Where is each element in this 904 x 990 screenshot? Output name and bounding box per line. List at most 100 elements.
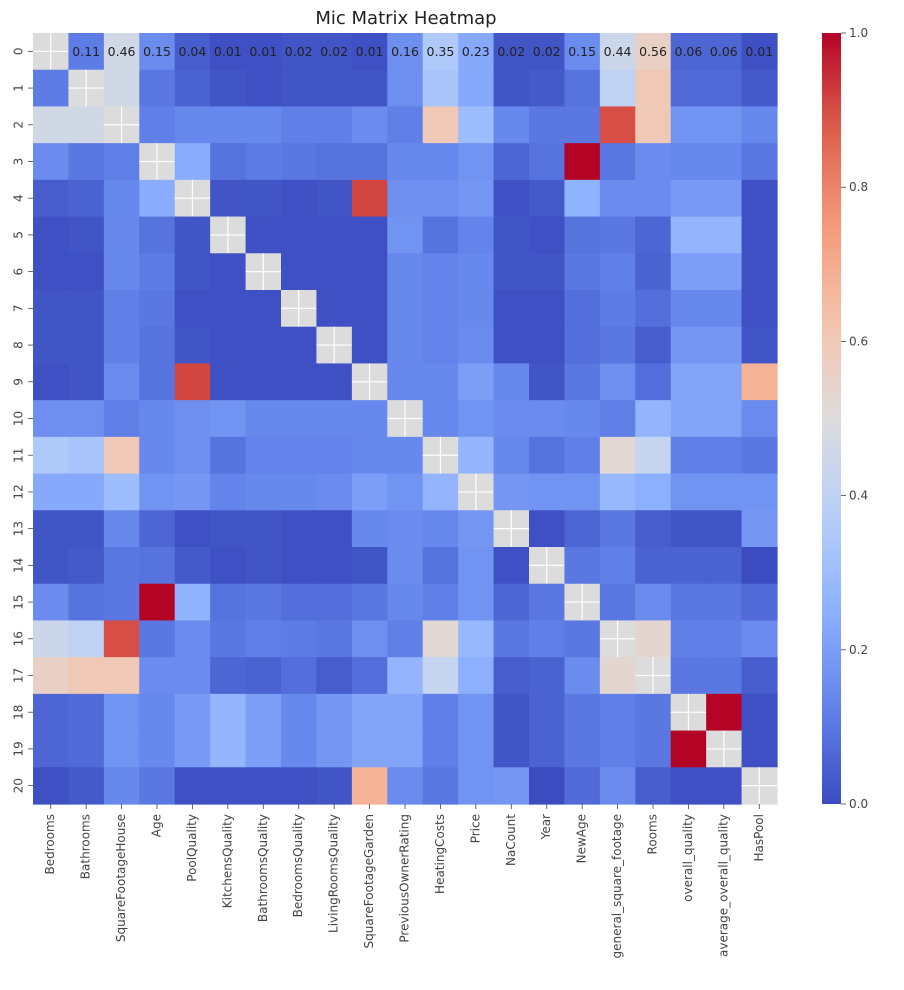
heatmap-cell bbox=[458, 143, 495, 181]
heatmap-cell bbox=[599, 436, 636, 475]
heatmap-cell bbox=[635, 363, 672, 401]
heatmap-cell bbox=[635, 767, 672, 805]
heatmap-cell bbox=[635, 179, 672, 218]
heatmap-cell bbox=[103, 693, 140, 732]
heatmap-cell bbox=[316, 767, 353, 805]
heatmap-cell bbox=[635, 473, 672, 511]
heatmap-cell bbox=[706, 583, 743, 622]
heatmap-cell bbox=[387, 216, 424, 254]
heatmap-cell bbox=[458, 400, 495, 438]
heatmap-cell bbox=[564, 620, 601, 658]
cell-annotation: 0.04 bbox=[179, 44, 207, 59]
heatmap-cell bbox=[706, 179, 743, 218]
heatmap-cell bbox=[139, 33, 176, 71]
heatmap-cell bbox=[351, 33, 388, 71]
heatmap-cell bbox=[706, 693, 743, 732]
heatmap-cell bbox=[68, 583, 105, 622]
x-axis-ticks: Bedrooms Bathrooms SquareFootageHouse Age Po… bbox=[43, 804, 766, 958]
heatmap-cell bbox=[458, 730, 495, 768]
heatmap-cell bbox=[741, 33, 778, 71]
heatmap-cell bbox=[33, 106, 70, 144]
heatmap-cell bbox=[422, 767, 459, 805]
heatmap-cell bbox=[281, 216, 318, 254]
heatmap-cells bbox=[33, 33, 778, 805]
heatmap-cell bbox=[741, 620, 778, 658]
heatmap-cell bbox=[68, 730, 105, 768]
heatmap-cell bbox=[351, 216, 388, 254]
heatmap-cell bbox=[351, 693, 388, 732]
heatmap-cell bbox=[103, 363, 140, 401]
heatmap-cell bbox=[493, 69, 530, 108]
heatmap-cell bbox=[564, 436, 601, 475]
heatmap-cell bbox=[635, 400, 672, 438]
heatmap-cell bbox=[564, 290, 601, 328]
heatmap-cell bbox=[670, 730, 707, 768]
heatmap-cell bbox=[422, 179, 459, 218]
heatmap-cell bbox=[174, 326, 211, 365]
heatmap-cell bbox=[33, 547, 70, 585]
heatmap-cell bbox=[174, 547, 211, 585]
heatmap-cell bbox=[599, 216, 636, 254]
heatmap-cell bbox=[458, 620, 495, 658]
y-tick-label: 16 bbox=[12, 631, 26, 646]
heatmap-cell bbox=[706, 547, 743, 585]
x-tick-label: BedroomsQuality bbox=[291, 814, 305, 917]
heatmap-cell bbox=[741, 400, 778, 438]
heatmap-cell bbox=[387, 583, 424, 622]
heatmap-cell bbox=[529, 400, 566, 438]
heatmap-cell bbox=[670, 436, 707, 475]
y-tick-label: 1 bbox=[12, 84, 26, 92]
heatmap-cell bbox=[210, 69, 247, 108]
heatmap-cell bbox=[316, 620, 353, 658]
heatmap-cell bbox=[281, 363, 318, 401]
y-tick-label: 8 bbox=[12, 341, 26, 349]
heatmap-cell bbox=[670, 767, 707, 805]
heatmap-cell bbox=[706, 216, 743, 254]
y-tick-label: 3 bbox=[12, 158, 26, 166]
heatmap-cell bbox=[706, 510, 743, 548]
heatmap-cell bbox=[281, 547, 318, 585]
chart-title: Mic Matrix Heatmap bbox=[315, 8, 496, 29]
heatmap-cell bbox=[493, 290, 530, 328]
heatmap-cell bbox=[564, 767, 601, 805]
heatmap-cell bbox=[351, 767, 388, 805]
heatmap-cell bbox=[599, 106, 636, 144]
heatmap-cell bbox=[33, 69, 70, 108]
heatmap-cell bbox=[139, 436, 176, 475]
heatmap-cell bbox=[493, 253, 530, 291]
heatmap-cell bbox=[670, 69, 707, 108]
heatmap-cell bbox=[422, 216, 459, 254]
heatmap-cell bbox=[741, 363, 778, 401]
heatmap-cell bbox=[458, 253, 495, 291]
heatmap-cell bbox=[422, 510, 459, 548]
heatmap-cell bbox=[529, 69, 566, 108]
heatmap-cell bbox=[387, 69, 424, 108]
heatmap-cell bbox=[174, 216, 211, 254]
heatmap-cell bbox=[68, 363, 105, 401]
heatmap-cell bbox=[33, 179, 70, 218]
heatmap-cell bbox=[635, 436, 672, 475]
colorbar-tick-label: 1.0 bbox=[849, 26, 868, 40]
heatmap-cell bbox=[210, 179, 247, 218]
y-tick-label: 20 bbox=[12, 778, 26, 793]
heatmap-cell bbox=[139, 69, 176, 108]
heatmap-cell bbox=[458, 106, 495, 144]
heatmap-cell bbox=[245, 179, 282, 218]
heatmap-cell bbox=[281, 69, 318, 108]
heatmap-cell bbox=[599, 767, 636, 805]
heatmap-cell bbox=[422, 253, 459, 291]
heatmap-cell bbox=[493, 583, 530, 622]
heatmap-cell bbox=[103, 143, 140, 181]
heatmap-cell bbox=[635, 583, 672, 622]
heatmap-cell bbox=[706, 253, 743, 291]
heatmap-cell bbox=[706, 143, 743, 181]
heatmap-cell bbox=[670, 106, 707, 144]
heatmap-cell bbox=[33, 657, 70, 695]
heatmap-cell bbox=[33, 693, 70, 732]
heatmap-cell bbox=[281, 326, 318, 365]
x-tick-label: overall_quality bbox=[681, 814, 695, 902]
heatmap-cell bbox=[458, 326, 495, 365]
heatmap-cell bbox=[387, 326, 424, 365]
heatmap-cell bbox=[103, 547, 140, 585]
heatmap-cell bbox=[670, 657, 707, 695]
